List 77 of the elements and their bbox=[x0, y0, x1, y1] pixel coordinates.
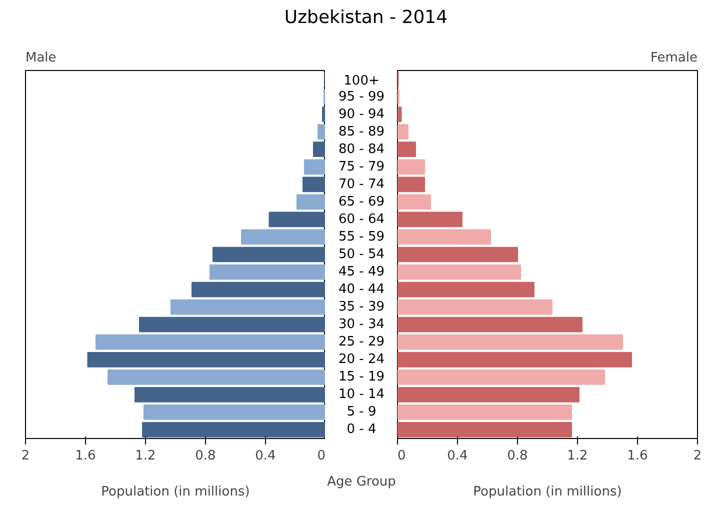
y-tick-label: 70 - 74 bbox=[338, 176, 385, 192]
bar bbox=[398, 352, 632, 368]
y-tick-label: 55 - 59 bbox=[338, 229, 385, 244]
bar bbox=[134, 387, 325, 402]
bar bbox=[398, 264, 521, 280]
bar bbox=[398, 194, 431, 210]
bar bbox=[398, 246, 518, 262]
bar bbox=[398, 387, 580, 402]
x-tick-label: 1.2 bbox=[567, 448, 588, 464]
bar bbox=[398, 124, 408, 140]
bar bbox=[241, 229, 325, 245]
bar bbox=[212, 246, 325, 262]
y-tick-label: 25 - 29 bbox=[338, 334, 385, 350]
y-tick-label: 5 - 9 bbox=[346, 404, 376, 420]
x-tick-label: 0.4 bbox=[447, 448, 468, 464]
bar bbox=[398, 159, 425, 175]
y-tick-label: 10 - 14 bbox=[338, 387, 385, 402]
bar bbox=[108, 369, 325, 385]
y-tick-label: 95 - 99 bbox=[338, 89, 385, 104]
bar bbox=[322, 106, 325, 122]
y-tick-label: 65 - 69 bbox=[338, 194, 385, 210]
bar bbox=[398, 369, 605, 385]
chart-title: Male bbox=[26, 50, 56, 66]
bar bbox=[398, 229, 491, 245]
bar bbox=[268, 212, 325, 228]
y-tick-label: 30 - 34 bbox=[338, 317, 385, 332]
y-tick-label: 85 - 89 bbox=[338, 124, 385, 140]
bar bbox=[398, 422, 572, 438]
y-tick-label: 100+ bbox=[344, 73, 380, 88]
bar bbox=[139, 316, 325, 332]
bar bbox=[398, 212, 462, 228]
y-tick-label: 75 - 79 bbox=[338, 159, 385, 174]
y-tick-label: 40 - 44 bbox=[338, 282, 385, 298]
bar bbox=[142, 422, 325, 438]
bar bbox=[170, 299, 325, 315]
y-tick-label: 60 - 64 bbox=[338, 212, 385, 227]
bar bbox=[398, 142, 416, 158]
x-tick-label: 1.6 bbox=[75, 448, 96, 464]
y-tick-label: 45 - 49 bbox=[338, 264, 385, 280]
x-tick-label: 1.2 bbox=[135, 448, 156, 464]
x-tick-label: 0 bbox=[398, 448, 406, 464]
chart-title: Female bbox=[650, 50, 698, 66]
bar bbox=[296, 194, 325, 210]
x-tick-label: 0.8 bbox=[507, 448, 528, 464]
bar bbox=[398, 316, 582, 332]
y-tick-label: 80 - 84 bbox=[338, 142, 385, 157]
y-axis-title: Age Group bbox=[327, 474, 396, 490]
bar bbox=[398, 334, 623, 350]
x-tick-label: 2 bbox=[21, 448, 30, 464]
bar bbox=[313, 142, 325, 158]
y-tick-label: 0 - 4 bbox=[346, 422, 376, 438]
x-tick-label: 0.4 bbox=[255, 448, 276, 464]
x-tick-label: 2 bbox=[693, 448, 702, 464]
bar bbox=[318, 124, 325, 140]
y-tick-label: 90 - 94 bbox=[338, 106, 385, 122]
bar bbox=[144, 404, 325, 420]
x-tick-label: 0 bbox=[317, 448, 326, 464]
x-axis-title: Population (in millions) bbox=[101, 484, 250, 500]
bar bbox=[302, 176, 325, 192]
bar bbox=[398, 282, 534, 298]
bar bbox=[210, 264, 325, 280]
x-axis-title: Population (in millions) bbox=[473, 484, 622, 500]
bar bbox=[398, 404, 572, 420]
bar bbox=[398, 299, 552, 315]
bar bbox=[398, 176, 425, 192]
y-tick-label: 20 - 24 bbox=[338, 352, 385, 368]
bar bbox=[192, 282, 325, 298]
x-tick-label: 0.8 bbox=[195, 448, 216, 464]
text: Uzbekistan - 2014 bbox=[283, 6, 449, 30]
y-tick-label: 50 - 54 bbox=[338, 247, 385, 262]
y-tick-label: 15 - 19 bbox=[338, 370, 385, 385]
y-tick-label: 35 - 39 bbox=[338, 300, 385, 315]
bar bbox=[96, 334, 325, 350]
bar bbox=[304, 159, 325, 175]
bar bbox=[87, 352, 325, 368]
bar bbox=[398, 106, 402, 122]
x-tick-label: 1.6 bbox=[627, 448, 648, 464]
